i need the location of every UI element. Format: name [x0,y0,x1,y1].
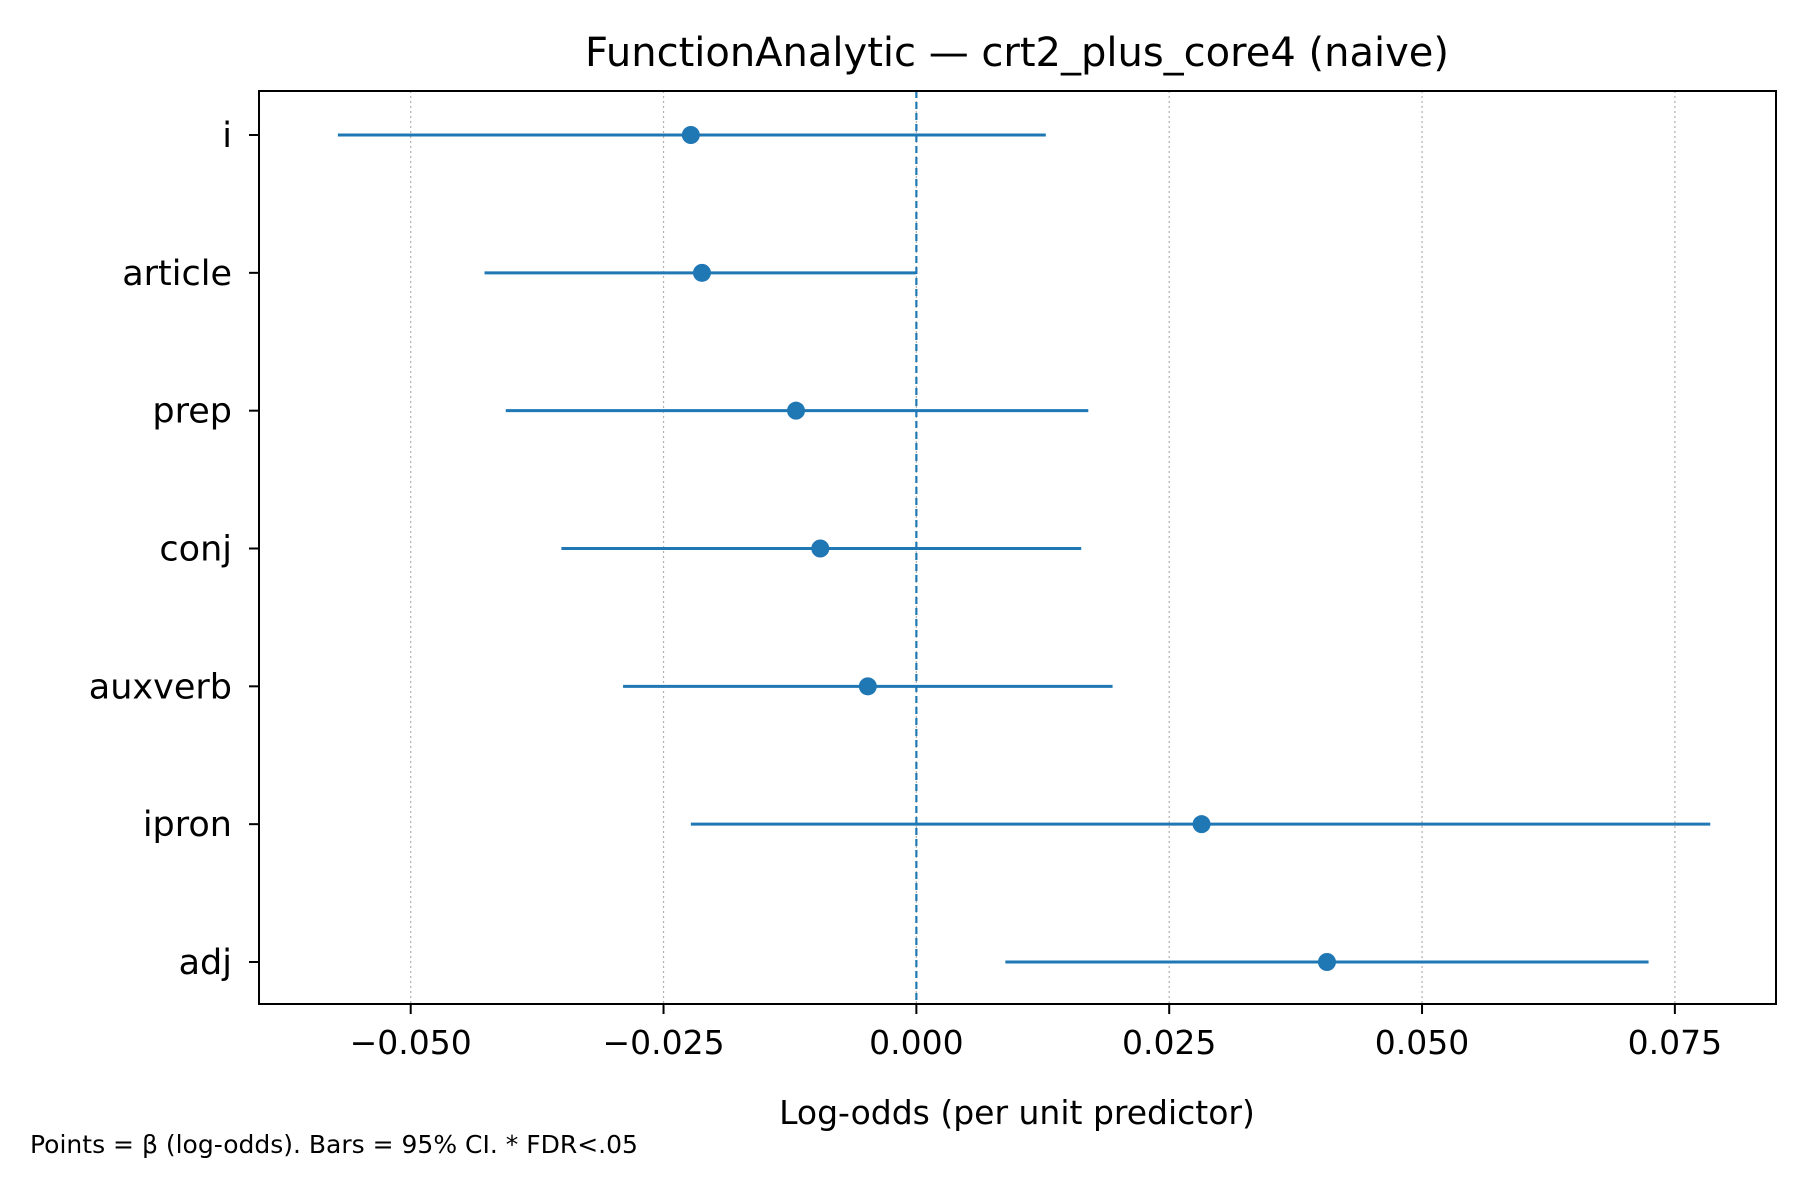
estimate-points [681,126,1336,971]
y-tick-label-prep: prep [152,392,232,432]
x-axis-label: Log-odds (per unit predictor) [779,1093,1255,1132]
estimate-point-ipron [1192,815,1211,834]
y-tick-label-ipron: ipron [143,805,232,845]
estimate-point-adj [1317,953,1336,971]
x-axis-ticks: −0.050 −0.025 0.000 0.025 0.050 0.075 [350,1004,1722,1062]
y-tick-label-i: i [222,116,232,156]
estimate-point-article [692,263,711,282]
footnote: Points = β (log-odds). Bars = 95% CI. * … [30,1130,638,1159]
x-tick-label: −0.025 [602,1023,724,1062]
estimate-point-auxverb [858,677,877,696]
chart-title: FunctionAnalytic — crt2_plus_core4 (naiv… [585,30,1449,76]
x-tick-label: 0.075 [1628,1023,1722,1062]
y-axis-ticks: i article prep conj auxverb ipron adj [89,116,259,983]
ci-bars [337,133,1711,964]
estimate-point-i [681,126,700,144]
x-tick-label: 0.025 [1122,1023,1216,1062]
x-tick-label: 0.050 [1375,1023,1469,1062]
x-tick-label: 0.000 [869,1023,963,1062]
x-tick-label: −0.050 [350,1023,472,1062]
estimate-point-conj [811,539,830,558]
y-tick-label-adj: adj [179,943,232,983]
y-tick-label-article: article [122,254,232,294]
y-tick-label-auxverb: auxverb [89,667,232,707]
estimate-point-prep [787,401,806,420]
y-tick-label-conj: conj [159,530,232,570]
